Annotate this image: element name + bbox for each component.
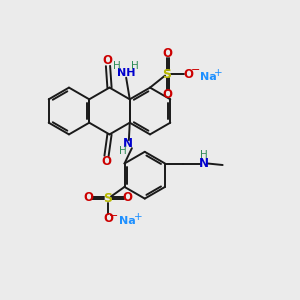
Text: O: O (101, 154, 111, 168)
Text: +: + (214, 68, 222, 78)
Text: O: O (103, 212, 113, 225)
Text: −: − (191, 65, 200, 76)
Text: Na: Na (200, 71, 216, 82)
Text: O: O (103, 54, 113, 68)
Text: S: S (103, 192, 112, 206)
Text: O: O (163, 47, 173, 61)
Text: O: O (163, 88, 173, 101)
Text: H: H (113, 61, 120, 71)
Text: N: N (123, 137, 133, 150)
Text: H: H (200, 150, 208, 161)
Text: S: S (162, 68, 171, 81)
Text: H: H (119, 146, 127, 156)
Text: N: N (199, 157, 209, 170)
Text: O: O (183, 68, 193, 81)
Text: +: + (134, 212, 142, 223)
Text: NH: NH (117, 68, 135, 78)
Text: O: O (83, 191, 94, 204)
Text: O: O (122, 191, 133, 204)
Text: H: H (131, 61, 138, 71)
Text: −: − (109, 211, 119, 221)
Text: Na: Na (119, 216, 136, 226)
